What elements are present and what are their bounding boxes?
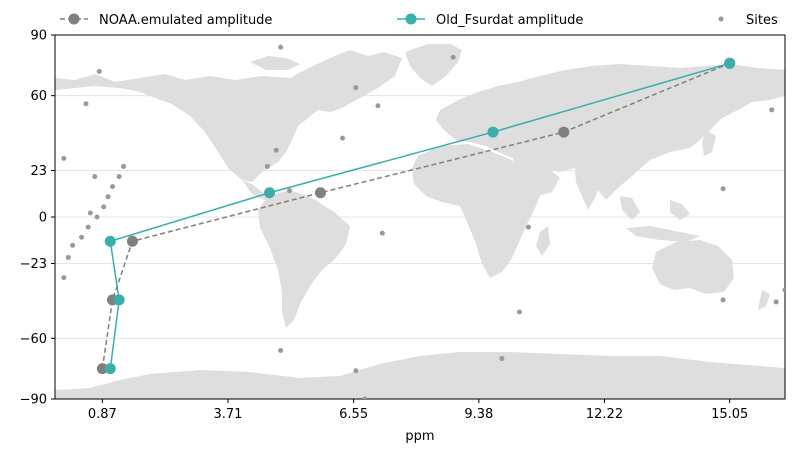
site-point [278, 44, 284, 50]
site-point [720, 186, 726, 192]
site-point [105, 194, 111, 200]
site-point [85, 224, 91, 230]
horizontal-gridlines [55, 95, 785, 339]
x-tick-label: 9.38 [464, 407, 493, 422]
y-tick-label: 90 [30, 29, 47, 44]
y-tick-label: 0 [39, 211, 47, 226]
site-point [773, 299, 779, 305]
site-point [525, 224, 531, 230]
site-point [70, 242, 76, 248]
legend-sites-marker [718, 16, 724, 22]
site-point [375, 103, 381, 109]
site-point [101, 204, 107, 210]
x-tick-label: 3.71 [214, 407, 243, 422]
data-point [104, 235, 116, 247]
site-point [87, 210, 93, 216]
legend-entry-sites: Sites [718, 13, 778, 28]
data-point [487, 126, 499, 138]
x-tick-label: 6.55 [339, 407, 368, 422]
data-point [113, 294, 125, 306]
site-point [116, 174, 122, 180]
x-tick-label: 15.05 [711, 407, 748, 422]
site-point [92, 174, 98, 180]
site-point [61, 155, 67, 161]
y-axis: −90 −60 −23 0 23 60 90 [20, 29, 55, 408]
legend-noaa-label: NOAA.emulated amplitude [99, 13, 272, 28]
site-point [769, 107, 775, 113]
site-point [79, 234, 85, 240]
site-point [121, 163, 127, 169]
data-point [126, 235, 138, 247]
data-point [724, 57, 736, 69]
site-point [720, 297, 726, 303]
series-fsurdat [104, 57, 736, 375]
site-point [340, 135, 346, 141]
site-point [94, 214, 100, 220]
x-axis-label: ppm [405, 429, 434, 444]
site-point [110, 184, 116, 190]
site-point [450, 54, 456, 60]
site-point [782, 287, 785, 293]
data-point [104, 363, 116, 375]
series-line [101, 62, 730, 369]
site-point [278, 347, 284, 353]
data-point [314, 187, 326, 199]
legend-sites-label: Sites [746, 13, 778, 28]
legend-entry-noaa: NOAA.emulated amplitude [60, 13, 272, 28]
sites-scatter [61, 44, 785, 399]
site-point [83, 101, 89, 107]
site-point [362, 396, 368, 399]
legend-fsurdat-label: Old_Fsurdat amplitude [436, 13, 583, 28]
site-point [517, 309, 523, 315]
x-tick-label: 0.87 [88, 407, 117, 422]
x-tick-label: 12.22 [586, 407, 623, 422]
site-point [273, 147, 279, 153]
y-tick-label: 60 [30, 89, 47, 104]
site-point [264, 163, 270, 169]
world-map-background [55, 44, 785, 399]
site-point [96, 68, 102, 74]
site-point [379, 230, 385, 236]
y-tick-label: −60 [20, 332, 47, 347]
legend-fsurdat-marker [405, 13, 417, 25]
y-tick-label: −23 [20, 257, 47, 272]
legend: NOAA.emulated amplitude Old_Fsurdat ampl… [60, 13, 778, 28]
legend-noaa-marker [68, 13, 80, 25]
site-point [286, 188, 292, 194]
site-point [353, 368, 359, 374]
y-tick-label: 23 [30, 164, 47, 179]
series-layer [96, 57, 736, 375]
site-point [353, 85, 359, 91]
legend-entry-fsurdat: Old_Fsurdat amplitude [397, 13, 583, 28]
site-point [65, 254, 71, 260]
site-point [499, 356, 505, 362]
data-point [264, 187, 276, 199]
x-axis: 0.87 3.71 6.55 9.38 12.22 15.05 [88, 399, 748, 422]
series-line [109, 62, 730, 369]
y-tick-label: −90 [20, 393, 47, 408]
site-point [61, 275, 67, 281]
data-point [558, 126, 570, 138]
data-point [96, 363, 108, 375]
